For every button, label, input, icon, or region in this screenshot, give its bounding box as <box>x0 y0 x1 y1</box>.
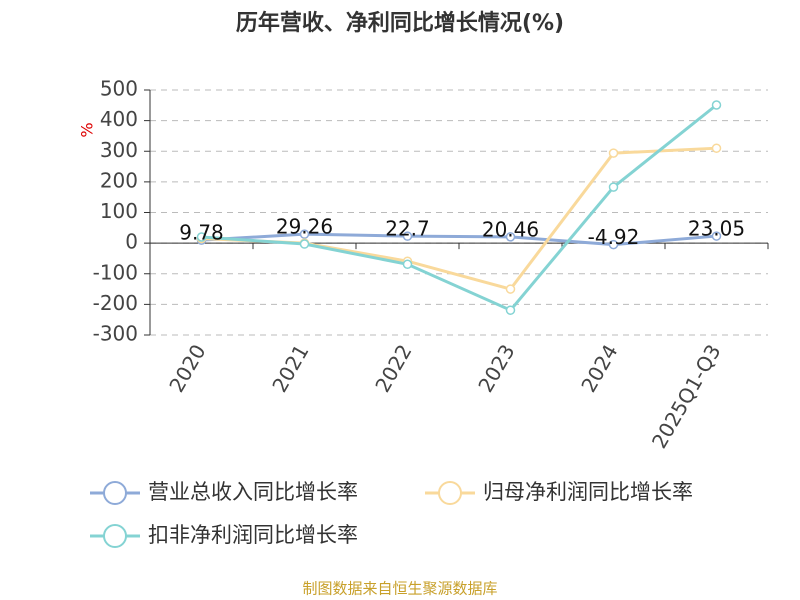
x-tick-label: 2023 <box>473 340 519 396</box>
legend-marker <box>438 481 462 505</box>
data-label: 20.46 <box>482 217 539 241</box>
data-label: 22.7 <box>385 217 430 241</box>
data-point <box>711 231 722 241</box>
x-tick-label: 2020 <box>164 340 210 396</box>
x-tick-label: 2021 <box>267 340 313 396</box>
legend-marker <box>103 481 127 505</box>
data-point <box>299 239 310 249</box>
data-label: 29.26 <box>276 215 333 239</box>
y-tick-label: -300 <box>93 322 138 346</box>
x-tick-label: 2025Q1-Q3 <box>647 340 726 452</box>
y-tick-label: -100 <box>93 260 138 284</box>
data-point <box>505 284 516 294</box>
y-axis-label: % <box>78 122 97 137</box>
data-point <box>608 148 619 158</box>
y-tick-label: 100 <box>100 199 138 223</box>
data-point <box>608 182 619 192</box>
legend-label: 营业总收入同比增长率 <box>148 480 358 504</box>
data-point <box>711 143 722 153</box>
data-label: 9.78 <box>179 221 224 245</box>
legend-label: 扣非净利润同比增长率 <box>148 523 358 547</box>
data-point <box>402 231 413 241</box>
data-point <box>299 229 310 239</box>
data-point <box>196 232 207 242</box>
series-line <box>201 232 717 247</box>
data-point <box>711 100 722 110</box>
y-tick-label: -200 <box>93 291 138 315</box>
data-point <box>505 305 516 315</box>
legend-item: 营业总收入同比增长率 <box>90 480 358 505</box>
x-tick-label: 2022 <box>370 340 416 396</box>
data-label: 23.05 <box>688 217 745 241</box>
y-tick-label: 400 <box>100 107 138 131</box>
data-point <box>402 259 413 270</box>
legend-item: 扣非净利润同比增长率 <box>90 523 358 548</box>
x-tick-label: 2024 <box>576 340 622 396</box>
y-tick-label: 200 <box>100 168 138 192</box>
data-point <box>505 232 516 242</box>
source-note: 制图数据来自恒生聚源数据库 <box>302 580 497 598</box>
data-label: -4.92 <box>588 225 640 249</box>
legend-item: 归母净利润同比增长率 <box>425 480 693 505</box>
chart-title: 历年营收、净利同比增长情况(%) <box>236 10 564 36</box>
legend-label: 归母净利润同比增长率 <box>483 480 693 504</box>
legend-marker <box>103 524 127 548</box>
y-tick-label: 300 <box>100 138 138 162</box>
y-tick-label: 0 <box>125 230 138 254</box>
y-tick-label: 500 <box>100 77 138 101</box>
series-line <box>201 103 718 313</box>
data-point <box>608 239 619 250</box>
